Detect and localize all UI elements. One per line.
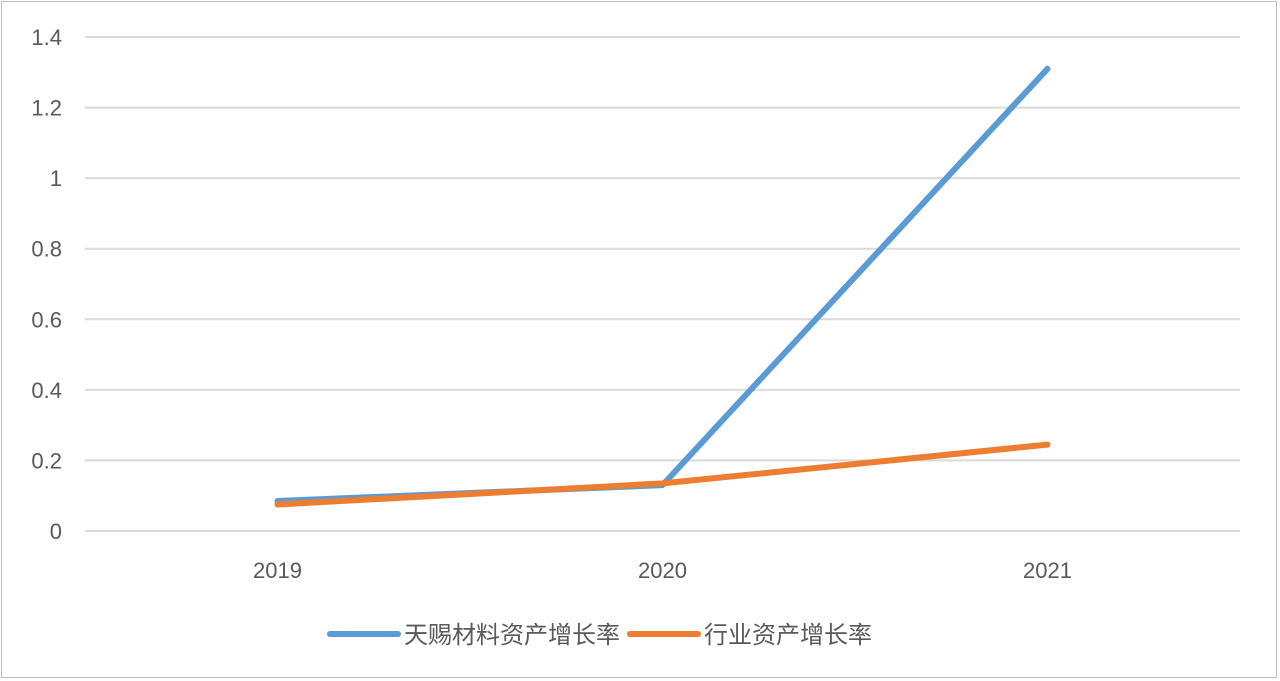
y-tick-label: 0.6: [31, 307, 62, 332]
gridlines: [85, 36, 1240, 532]
series-lines: [274, 65, 1051, 508]
x-tick-label: 2021: [1023, 558, 1072, 583]
legend: 天赐材料资产增长率 行业资产增长率: [327, 621, 872, 649]
x-tick-label: 2019: [253, 558, 302, 583]
x-axis-tick-labels: 2019 2020 2021: [253, 558, 1072, 583]
series-line-1: [274, 65, 1051, 504]
y-tick-label: 0.4: [31, 378, 62, 403]
y-tick-label: 1.2: [31, 96, 62, 121]
y-tick-label: 0.2: [31, 448, 62, 473]
y-tick-label: 1: [50, 166, 62, 191]
series-line-2: [274, 441, 1051, 508]
y-tick-label: 0: [50, 519, 62, 544]
legend-label-2: 行业资产增长率: [704, 621, 872, 649]
legend-label-1: 天赐材料资产增长率: [404, 621, 620, 649]
x-tick-label: 2020: [638, 558, 687, 583]
y-tick-label: 1.4: [31, 25, 62, 50]
y-axis-tick-labels: 0 0.2 0.4 0.6 0.8 1 1.2 1.4: [31, 25, 62, 544]
y-tick-label: 0.8: [31, 237, 62, 262]
